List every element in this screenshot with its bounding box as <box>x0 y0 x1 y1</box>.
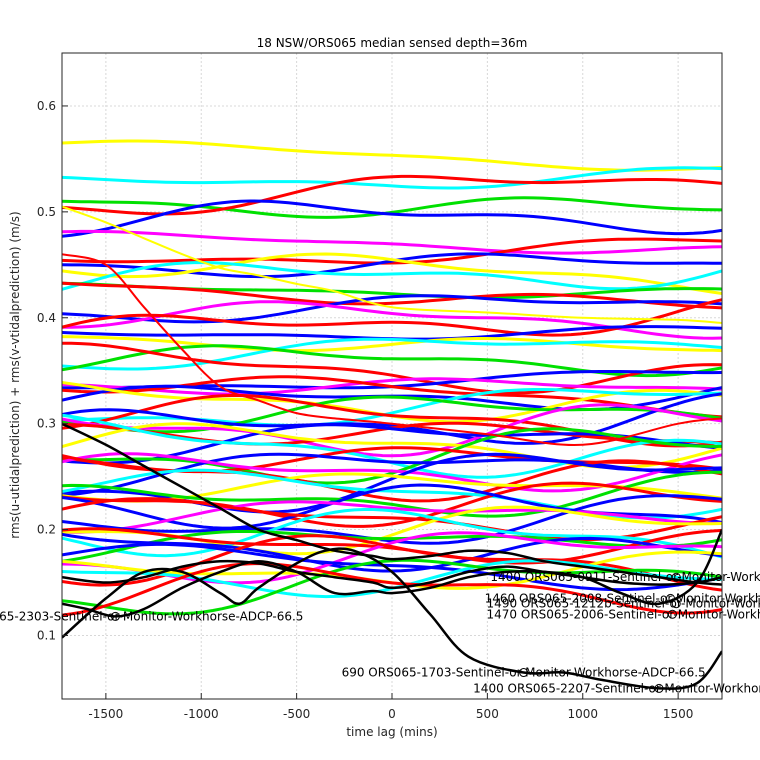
black-series-line <box>62 422 722 586</box>
series-line <box>62 252 722 295</box>
series-line <box>62 494 722 545</box>
series-line <box>62 341 722 395</box>
annotation-label: -1450 ORS065-2303-Sentinel-or-Monitor-Wo… <box>0 609 303 623</box>
series-line <box>62 388 722 427</box>
series-line <box>62 261 722 291</box>
annotation-marker <box>665 593 675 603</box>
annotation-marker <box>671 572 681 582</box>
series-line <box>62 174 722 216</box>
y-axis-label: rms(u-utidalprediction) + rms(v-vtidalpr… <box>8 211 22 538</box>
annotation-marker <box>110 611 120 621</box>
series-line <box>62 395 722 434</box>
series-group <box>62 139 722 690</box>
series-line <box>62 139 722 172</box>
black-series-line <box>62 529 722 618</box>
black-series-line <box>62 559 722 590</box>
series-line <box>62 392 722 445</box>
series-line <box>62 229 722 255</box>
y-tick-label: 0.6 <box>37 99 56 113</box>
y-tick-label: 0.4 <box>37 311 56 325</box>
x-tick-label: 1500 <box>663 707 694 721</box>
series-line <box>62 500 722 534</box>
series-line <box>62 508 722 559</box>
x-tick-label: 1000 <box>567 707 598 721</box>
y-tick-label: 0.3 <box>37 417 56 431</box>
annotation-label: 1470 ORS065-2006-Sentinel-or-Monitor-Wor… <box>487 607 760 621</box>
series-line <box>62 337 722 371</box>
annotation-label: 1400 ORS065-0911-Sentinel-or-Monitor-Wor… <box>490 570 760 584</box>
series-line <box>62 281 722 310</box>
x-tick-label: 0 <box>388 707 396 721</box>
annotation-label: 1490 ORS065-1212b-Sentinel-or-Monitor-Wo… <box>487 597 760 611</box>
series-line <box>62 377 722 396</box>
series-line <box>62 452 722 493</box>
series-line <box>62 403 722 458</box>
annotation-marker <box>671 599 681 609</box>
y-tick-label: 0.5 <box>37 205 56 219</box>
series-line <box>62 529 722 563</box>
series-line <box>62 470 722 518</box>
black-series-line <box>62 547 722 690</box>
annotation-marker <box>667 609 677 619</box>
annotation-label: 1400 ORS065-2207-Sentinel-or-Monitor-Wor… <box>473 681 760 695</box>
x-tick-label: 500 <box>476 707 499 721</box>
y-tick-label: 0.1 <box>37 628 56 642</box>
x-tick-label: -1500 <box>88 707 123 721</box>
series-line <box>62 196 722 219</box>
annotation-label: 1460 ORS065-2008-Sentinel-or-Monitor-Wor… <box>485 591 760 605</box>
series-line <box>62 166 722 190</box>
annotation-label: 690 ORS065-1703-Sentinel-or-Monitor-Work… <box>342 666 706 680</box>
annotation-marker <box>519 668 529 678</box>
series-line <box>62 199 722 238</box>
annotation-marker <box>654 683 664 693</box>
y-tick-label: 0.2 <box>37 523 56 537</box>
series-line <box>62 427 722 485</box>
series-line <box>62 335 722 353</box>
series-line <box>62 237 722 265</box>
series-line <box>62 294 722 324</box>
series-line <box>62 344 722 378</box>
series-line <box>62 562 722 617</box>
x-tick-label: -1000 <box>184 707 219 721</box>
highlight-series-line <box>62 205 722 324</box>
x-axis-label: time lag (mins) <box>346 725 437 739</box>
plot-area: -1500 -1000 -500 0 500 1000 1500 0.1 0.2 0.3 0.4 0.… <box>0 52 760 721</box>
x-tick-label: -500 <box>283 707 310 721</box>
chart-title: 18 NSW/ORS065 median sensed depth=36m <box>257 36 528 50</box>
series-line <box>62 298 722 337</box>
highlight-series-line <box>62 253 722 447</box>
